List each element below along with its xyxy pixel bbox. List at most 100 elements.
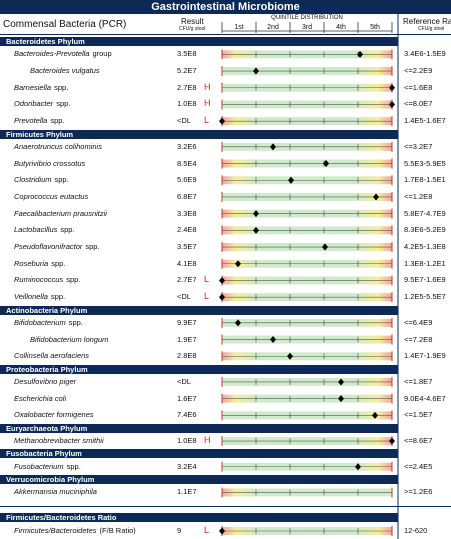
bacteria-name: Ruminococcus spp. xyxy=(14,275,80,284)
result-marker xyxy=(219,276,225,284)
name-text: Bifidobacterium longum xyxy=(30,334,109,344)
bacteria-name: Oxalobacter formigenes xyxy=(14,410,94,419)
result-marker xyxy=(219,117,225,125)
name-suffix: spp. xyxy=(51,258,66,268)
bacteria-name: Bifidobacterium spp. xyxy=(14,318,83,327)
reference-range: 1.4E7-1.9E9 xyxy=(404,351,446,361)
bacteria-name: Desulfovibrio piger xyxy=(14,377,76,386)
name-text: Veillonella xyxy=(14,292,48,302)
bacteria-name: Coprococcus eutactus xyxy=(14,192,88,201)
result-flag: H xyxy=(204,81,211,92)
result-marker xyxy=(234,319,241,327)
result: 7.4E6 xyxy=(177,410,197,420)
name-suffix: spp. xyxy=(60,225,75,235)
bacteria-name: Bacteroides vulgatus xyxy=(30,66,100,75)
reference-range: <=1.6E8 xyxy=(404,82,433,92)
reference-range: <=7.2E8 xyxy=(404,334,433,344)
bacteria-name: Veillonella spp. xyxy=(14,292,65,301)
bacteria-name: Barnesiella spp. xyxy=(14,83,68,92)
reference-range: <=1.2E8 xyxy=(404,191,433,201)
name-text: Bifidobacterium xyxy=(14,317,66,327)
name-suffix: spp. xyxy=(54,82,69,92)
result-flag: L xyxy=(204,274,210,285)
result: 1.6E7 xyxy=(177,393,197,403)
name-text: Butyrivibrio crossotus xyxy=(14,158,86,168)
result: 5.2E7 xyxy=(177,66,197,76)
section-header: Bacteroidetes Phylum xyxy=(0,37,398,46)
reference-range: 8.3E6-5.2E9 xyxy=(404,225,446,235)
quintile-label: 1st xyxy=(234,24,244,31)
result-marker xyxy=(270,143,276,151)
bacteria-name: Clostridium spp. xyxy=(14,175,69,184)
name-text: Clostridium xyxy=(14,175,52,185)
bacteria-name: Prevotella spp. xyxy=(14,116,65,125)
name-text: Akkermansia muciniphila xyxy=(14,487,97,497)
name-text: Coprococcus eutactus xyxy=(14,191,89,201)
section-header: Verrucomicrobia Phylum xyxy=(0,475,398,485)
result: 5.6E9 xyxy=(177,175,197,185)
reference-range: 9.5E7-1.6E9 xyxy=(404,275,446,285)
result: 2.4E8 xyxy=(177,225,197,235)
bacteria-name: Bifidobacterium longum xyxy=(30,335,108,344)
bacteria-name: Butyrivibrio crossotus xyxy=(14,159,85,168)
name-text: Lactobacillus xyxy=(14,225,58,235)
name-text: Bacteroides-Prevotella xyxy=(14,49,90,59)
reference-range: 1.3E8-1.2E1 xyxy=(404,258,446,268)
result-marker xyxy=(355,463,361,471)
result-marker xyxy=(389,84,395,92)
name-text: Bacteroides vulgatus xyxy=(30,66,100,76)
result-marker xyxy=(270,336,276,344)
reference-range: 5.5E3-5.9E5 xyxy=(404,158,446,168)
name-suffix: spp. xyxy=(50,116,65,126)
result-marker xyxy=(234,260,241,268)
name-text: Firmicutes/Bacteroidetes xyxy=(14,526,97,535)
bacteria-name: Pseudoflavonifractor spp. xyxy=(14,242,100,251)
reference-unit: CFU/g stool xyxy=(418,26,445,32)
bacteria-name: Anaerotruncus colihominis xyxy=(14,142,102,151)
result: 9.9E7 xyxy=(177,317,197,327)
bacteria-name: Fusobacterium spp. xyxy=(14,462,81,471)
reference-range: <=2.2E9 xyxy=(404,66,433,76)
bacteria-name: Bacteroides-Prevotella group xyxy=(14,49,112,58)
reference-range: 1.2E5-5.5E7 xyxy=(404,292,446,302)
reference-range: 9.0E4-4.6E7 xyxy=(404,393,446,403)
result-marker xyxy=(338,395,344,403)
name-suffix: spp. xyxy=(68,317,83,327)
result: <DL xyxy=(177,292,191,302)
reference-column-header: Reference Range xyxy=(403,17,451,26)
result: 1.1E7 xyxy=(177,487,197,497)
reference-range: <=8.6E7 xyxy=(404,436,433,446)
reference-range: <=8.0E7 xyxy=(404,99,433,109)
distribution-header: QUINTILE DISTRIBUTION xyxy=(271,15,343,21)
name-text: Barnesiella xyxy=(14,82,52,92)
name-text: Fusobacterium xyxy=(14,461,64,471)
name-text: Oxalobacter formigenes xyxy=(14,410,94,420)
result-unit: CFU/g stool xyxy=(179,26,206,32)
quintile-label: 2nd xyxy=(267,24,279,31)
ratio-header: Firmicutes/Bacteroidetes Ratio xyxy=(0,513,398,522)
reference-range: 12-620 xyxy=(404,526,428,535)
result: 9 xyxy=(177,526,182,535)
bacteria-name: Escherichia coli xyxy=(14,394,66,403)
result-marker xyxy=(253,67,259,75)
reference-range: 4.2E5-1.3E8 xyxy=(404,242,446,252)
name-text: Roseburia xyxy=(14,258,49,268)
name-text: Desulfovibrio piger xyxy=(14,376,77,386)
name-text: Anaerotruncus colihominis xyxy=(14,141,102,151)
name-text: Collinsella aerofaciens xyxy=(14,351,90,361)
result-marker xyxy=(287,352,293,360)
reference-range: 1.4E5-1.6E7 xyxy=(404,116,446,126)
name-text: Odoribacter xyxy=(14,99,54,109)
name-suffix: spp. xyxy=(66,461,81,471)
section-header: Proteobacteria Phylum xyxy=(0,364,398,374)
name-text: Faecalibacterium prausnitzii xyxy=(14,208,107,218)
section-header: Fusobacteria Phylum xyxy=(0,449,398,459)
result: 8.5E4 xyxy=(177,158,197,168)
name-text: Prevotella xyxy=(14,116,48,126)
result: 2.7E7 xyxy=(177,275,197,285)
result-flag: H xyxy=(204,98,211,109)
section-header: Euryarchaeota Phylum xyxy=(0,423,398,433)
result: 4.1E8 xyxy=(177,258,197,268)
